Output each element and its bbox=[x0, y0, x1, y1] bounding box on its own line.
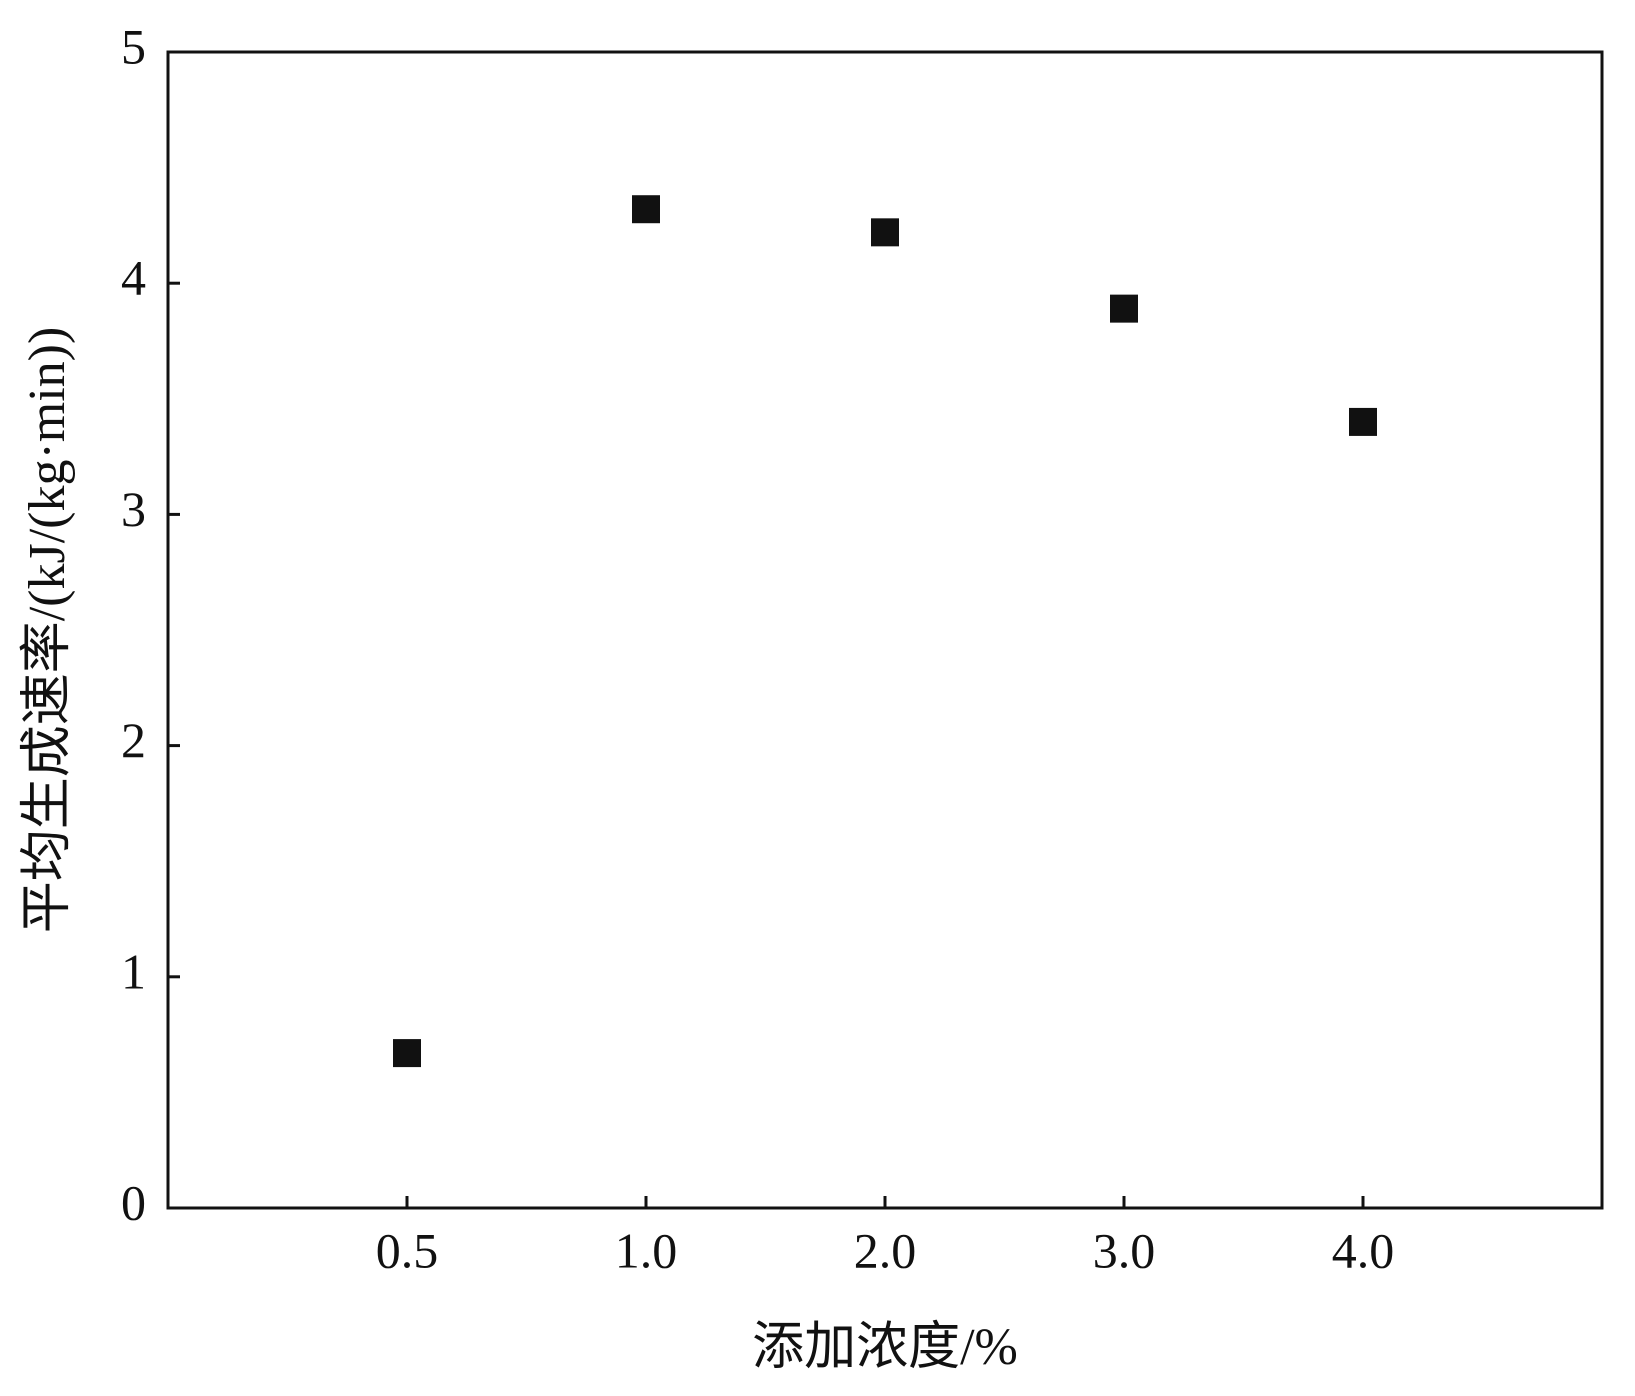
y-tick-label: 2 bbox=[121, 712, 146, 768]
y-axis-title: 平均生成速率/(kJ/(kg·min)) bbox=[19, 327, 76, 934]
x-tick-label: 2.0 bbox=[854, 1222, 917, 1278]
y-tick-label: 5 bbox=[121, 18, 146, 74]
x-axis-title: 添加浓度/% bbox=[752, 1319, 1018, 1376]
y-tick-label: 3 bbox=[121, 481, 146, 537]
x-tick-label: 0.5 bbox=[376, 1222, 439, 1278]
y-tick-label: 0 bbox=[121, 1174, 146, 1230]
marker bbox=[1110, 294, 1138, 323]
x-tick-label: 1.0 bbox=[615, 1222, 678, 1278]
x-tick-label: 4.0 bbox=[1332, 1222, 1395, 1278]
marker bbox=[632, 195, 660, 224]
marker bbox=[1349, 407, 1377, 436]
marker bbox=[393, 1039, 421, 1068]
y-tick-label: 4 bbox=[121, 250, 146, 306]
marker bbox=[871, 218, 899, 247]
x-tick-label: 3.0 bbox=[1093, 1222, 1156, 1278]
y-tick-label: 1 bbox=[121, 943, 146, 999]
